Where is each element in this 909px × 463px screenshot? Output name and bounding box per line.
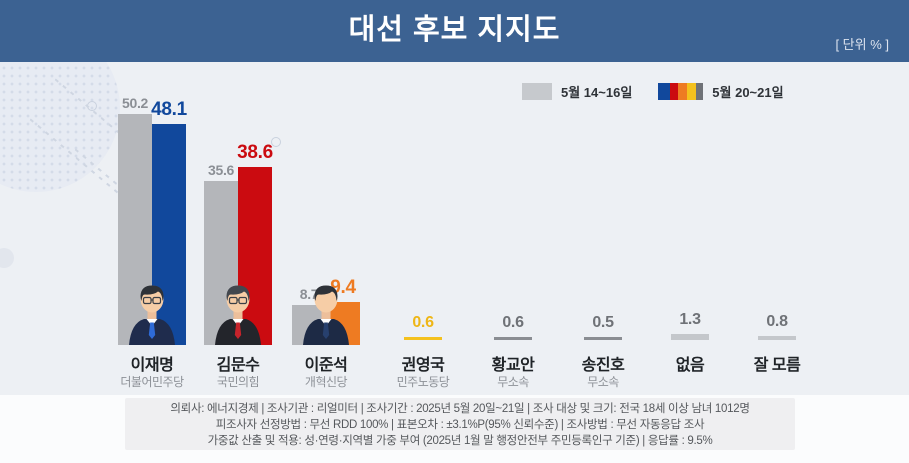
bar-group: 0.8 — [734, 96, 820, 345]
legend-curr-swatch-segment — [670, 83, 679, 100]
bar-curr — [238, 167, 272, 345]
value-curr: 0.8 — [766, 313, 788, 330]
candidate-party: 무소속 — [497, 375, 529, 389]
candidate-portrait-icon — [303, 285, 349, 345]
survey-methodology-panel: 의뢰사: 에너지경제 | 조사기관 : 리얼미터 | 조사기간 : 2025년 … — [125, 398, 795, 450]
value-prev: 8.7 — [299, 286, 319, 302]
legend-curr-swatch-segment — [658, 83, 671, 100]
legend-curr-swatch-segment — [678, 83, 688, 100]
unit-label: [ 단위 % ] — [835, 37, 889, 52]
methodology-line-3: 가중값 산출 및 적용: 성·연령·지역별 가중 부여 (2025년 1월 말 … — [207, 435, 713, 447]
candidate-portrait-icon — [129, 285, 175, 345]
value-prev: 50.2 — [121, 95, 149, 111]
candidate-name: 없음 — [675, 357, 705, 374]
legend-curr-swatch — [658, 83, 704, 100]
candidate-name: 잘 모름 — [753, 357, 801, 374]
candidate-photo — [118, 283, 186, 345]
bar-group: 1.3 — [647, 96, 733, 345]
value-curr: 1.3 — [679, 311, 701, 328]
decorative-dot — [0, 248, 14, 268]
mini-bar — [584, 337, 622, 340]
candidate-party: 개혁신당 — [304, 375, 348, 389]
bar-group: 50.2 48.1 — [109, 95, 195, 345]
bar-group: 0.6 — [470, 96, 556, 345]
candidate-column: 1.3 없음 — [647, 96, 733, 392]
candidate-portrait-icon — [215, 285, 261, 345]
candidate-photo — [204, 283, 272, 345]
legend-curr-swatch-segment — [687, 83, 697, 100]
candidate-name: 이준석 — [304, 357, 348, 374]
mini-bar — [758, 336, 796, 340]
legend-prev-swatch — [522, 83, 552, 100]
candidate-column: 0.6 황교안 무소속 — [470, 96, 556, 392]
legend-prev-label: 5월 14~16일 — [561, 85, 633, 100]
candidate-name: 권영국 — [401, 357, 445, 374]
candidate-photo — [292, 283, 360, 345]
legend-curr-label: 5월 20~21일 — [712, 85, 784, 100]
bar-group: 0.6 — [380, 96, 466, 345]
mini-bar — [671, 334, 709, 340]
bar-prev — [204, 181, 238, 345]
candidate-party: 더불어민주당 — [120, 375, 184, 389]
glasses-icon — [142, 296, 162, 305]
value-curr: 38.6 — [237, 142, 273, 163]
candidate-name: 김문수 — [216, 357, 260, 374]
header-bar: 대선 후보 지지도 [ 단위 % ] — [0, 0, 909, 62]
mini-bar — [494, 337, 532, 340]
candidate-party: 민주노동당 — [396, 375, 450, 389]
value-curr: 0.5 — [592, 314, 614, 331]
legend-curr-swatch-segment — [696, 83, 704, 100]
candidate-party: 국민의힘 — [216, 375, 260, 389]
value-curr: 48.1 — [151, 99, 187, 120]
glasses-icon — [228, 296, 248, 305]
page-title: 대선 후보 지지도 — [348, 14, 561, 46]
bar-group: 0.5 — [560, 96, 646, 345]
candidate-column: 8.7 9.4 이준석 개혁신당 — [283, 96, 369, 392]
methodology-line-1: 의뢰사: 에너지경제 | 조사기관 : 리얼미터 | 조사기간 : 2025년 … — [170, 403, 750, 415]
candidate-column: 35.6 38.6 김문수 국민의힘 — [195, 96, 281, 392]
value-curr: 0.6 — [412, 314, 434, 331]
candidate-column: 50.2 48.1 이재명 더불어민주당 — [109, 95, 195, 392]
methodology-line-2: 피조사자 선정방법 : 무선 RDD 100% | 표본오차 : ±3.1%P(… — [215, 419, 705, 431]
candidate-column: 0.8 잘 모름 — [734, 96, 820, 392]
candidate-name: 이재명 — [130, 357, 174, 374]
legend: 5월 14~16일 5월 20~21일 — [522, 82, 784, 101]
candidate-column: 0.6 권영국 민주노동당 — [380, 96, 466, 392]
decorative-ring — [271, 137, 281, 147]
value-curr: 0.6 — [502, 314, 524, 331]
candidate-party: 무소속 — [587, 375, 619, 389]
bar-group: 8.7 9.4 — [283, 96, 369, 345]
candidate-column: 0.5 송진호 무소속 — [560, 96, 646, 392]
value-prev: 35.6 — [207, 162, 235, 178]
candidate-name: 황교안 — [491, 357, 535, 374]
bar-group: 35.6 38.6 — [195, 96, 281, 345]
mini-bar — [404, 337, 442, 340]
candidate-name: 송진호 — [581, 357, 625, 374]
